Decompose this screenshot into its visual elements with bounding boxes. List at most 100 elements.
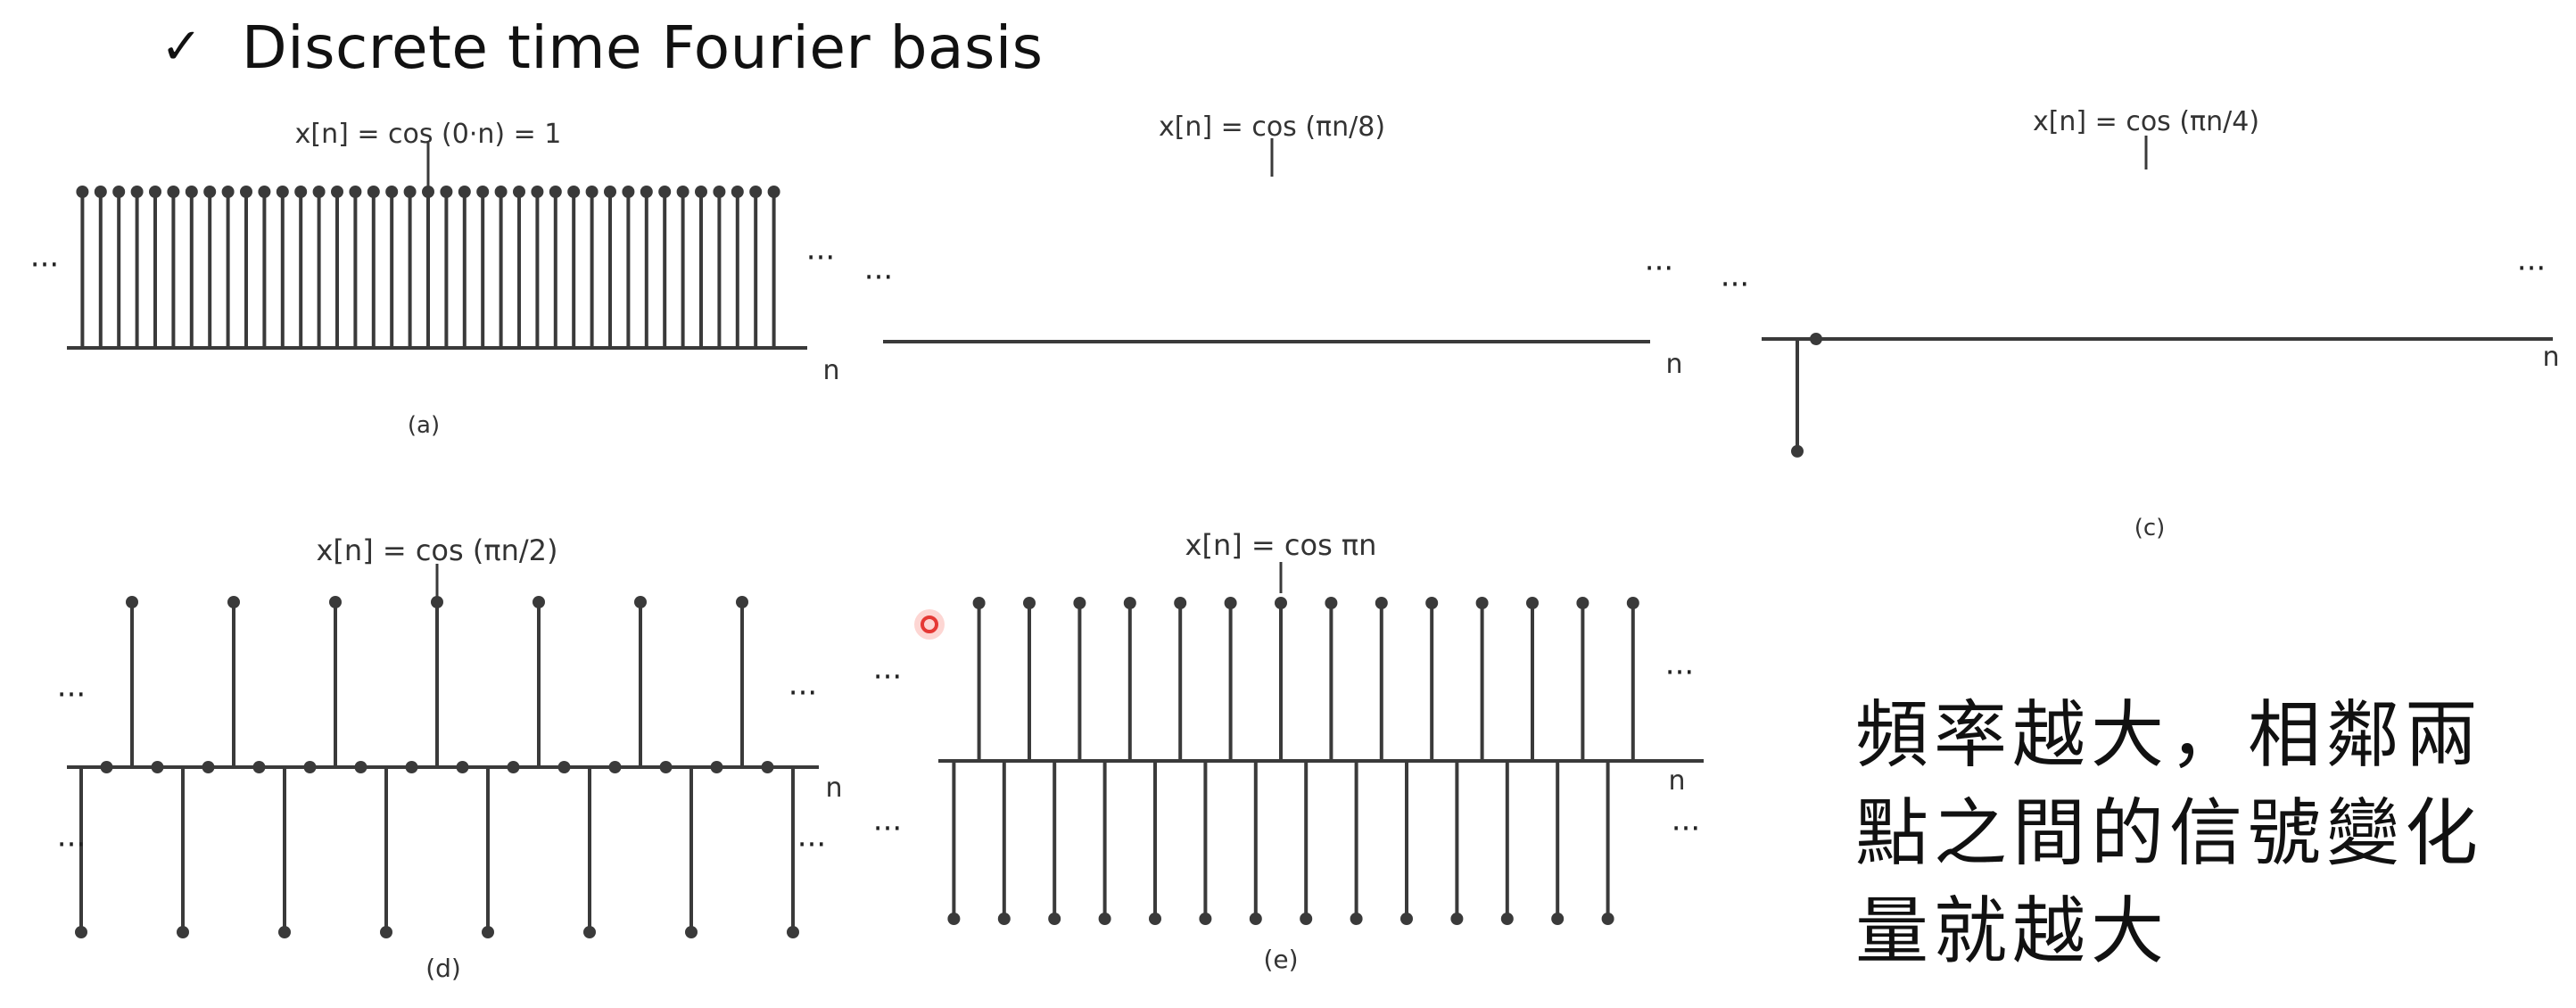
panel-c-label: (c) xyxy=(2134,515,2166,541)
panel-d-sample-point xyxy=(100,761,113,773)
panel-d-sample--10 xyxy=(177,767,189,938)
panel-e-sample-point xyxy=(1500,913,1514,925)
panel-d: x[n] = cos (πn/2) ··· ··· ··· ··· n (d) xyxy=(57,533,843,983)
panel-a-sample-point xyxy=(622,186,635,198)
panel-d-sample--11 xyxy=(151,761,164,773)
panel-d-sample-point xyxy=(278,926,291,938)
panel-e-sample-point xyxy=(1425,597,1439,609)
panel-d-sample-point xyxy=(202,761,215,773)
panel-a-right-ellipsis: ··· xyxy=(806,240,835,276)
panel-e-sample-point xyxy=(1149,913,1161,925)
panel-d-sample--2 xyxy=(380,767,392,938)
panel-e-sample-9 xyxy=(1500,761,1514,925)
panel-d-sample-point xyxy=(557,761,571,773)
panel-a-sample-point xyxy=(112,186,126,198)
panel-d-sample-5 xyxy=(557,761,571,773)
panel-e-sample-7 xyxy=(1450,761,1464,925)
panel-a-sample--19 xyxy=(76,186,89,348)
panel-e-sample-6 xyxy=(1425,597,1439,761)
panel-e-lower-right-ellipsis: ··· xyxy=(1672,811,1700,847)
panel-d-sample--1 xyxy=(405,761,418,773)
panel-a-sample-point xyxy=(258,186,271,198)
panel-a-sample-point xyxy=(422,186,434,198)
panel-a-sample-point xyxy=(221,186,235,198)
panel-d-sample-12 xyxy=(736,596,748,767)
panel-a-sample-point xyxy=(76,186,89,198)
panel-e-sample-3 xyxy=(1350,761,1363,925)
panel-a-sample--4 xyxy=(349,186,362,348)
panel-a-sample--1 xyxy=(403,186,417,348)
panel-d-sample--3 xyxy=(354,761,367,773)
panel-e-sample-11 xyxy=(1551,761,1565,925)
panel-a-sample--9 xyxy=(258,186,271,348)
panel-d-sample--13 xyxy=(100,761,113,773)
panel-a-sample-7 xyxy=(549,186,562,348)
panel-a-sample-point xyxy=(749,186,763,198)
panel-c-axis-label: n xyxy=(2542,342,2559,373)
panel-e-sample--6 xyxy=(1123,597,1136,761)
panel-e-sample-point xyxy=(1551,913,1565,925)
panel-e-axis-label: n xyxy=(1668,765,1685,797)
panel-d-upper-right-ellipsis: ··· xyxy=(788,675,817,711)
panel-a-sample-15 xyxy=(695,186,707,348)
panel-d-sample-point xyxy=(583,926,596,938)
panel-e-sample--4 xyxy=(1174,597,1187,761)
panel-a-sample-4 xyxy=(494,186,508,348)
panel-e-sample-point xyxy=(972,597,986,609)
panel-c-sample-point xyxy=(1791,444,1804,458)
panel-d-sample--14 xyxy=(75,767,87,938)
panel-a-sample-point xyxy=(676,186,689,198)
panel-d-sample-point xyxy=(685,926,698,938)
panel-e-sample--8 xyxy=(1073,597,1086,761)
panel-a-sample-point xyxy=(494,186,508,198)
panel-d-sample-point xyxy=(659,761,673,773)
panel-e-sample--10 xyxy=(1023,597,1036,761)
panel-e-sample-point xyxy=(1275,597,1287,609)
panel-a-sample-point xyxy=(385,186,399,198)
panel-e-sample-point xyxy=(1098,913,1111,925)
panel-d-axis-label: n xyxy=(825,773,842,804)
panel-e-sample--13 xyxy=(947,761,961,925)
panel-a-sample-point xyxy=(240,186,252,198)
panel-a-sample-point xyxy=(549,186,562,198)
frequency-note: 頻率越大，相鄰兩 點之間的信號變化 量就越大 xyxy=(1855,687,2498,981)
panel-e-sample-10 xyxy=(1526,597,1539,761)
panel-a-sample-point xyxy=(476,186,490,198)
panel-c-left-ellipsis: ··· xyxy=(1721,267,1749,302)
panel-a-sample--11 xyxy=(221,186,235,348)
panel-e-formula: x[n] = cos πn xyxy=(1185,528,1377,562)
panel-e-lower-left-ellipsis: ··· xyxy=(873,811,902,847)
panel-a-sample--7 xyxy=(294,186,308,348)
panel-d-sample-point xyxy=(354,761,367,773)
panel-a-sample-13 xyxy=(658,186,672,348)
panel-d-sample-point xyxy=(507,761,520,773)
panel-a-sample-point xyxy=(167,186,180,198)
panel-e-sample-point xyxy=(1400,913,1413,925)
panel-d-sample-point xyxy=(329,596,342,608)
panel-e-sample-point xyxy=(1325,597,1338,609)
panel-d-sample-point xyxy=(608,761,622,773)
panel-d-sample--6 xyxy=(278,767,291,938)
panel-e-sample-point xyxy=(1526,597,1539,609)
panel-e-sample--9 xyxy=(1048,761,1061,925)
panel-d-upper-left-ellipsis: ··· xyxy=(57,677,86,713)
panel-e-sample-point xyxy=(1576,597,1589,609)
panel-a-sample-point xyxy=(658,186,672,198)
panel-a-sample-17 xyxy=(731,186,744,348)
panel-d-sample-6 xyxy=(583,767,596,938)
panel-a-sample-9 xyxy=(585,186,599,348)
panel-e-sample-point xyxy=(947,913,961,925)
panel-e-sample-point xyxy=(1375,597,1388,609)
panel-d-sample-point xyxy=(126,596,138,608)
panel-a-sample-0 xyxy=(422,186,434,348)
panel-e-sample-point xyxy=(1450,913,1464,925)
panel-e-sample-point xyxy=(1048,913,1061,925)
panel-e-sample-13 xyxy=(1601,761,1614,925)
panel-e-upper-left-ellipsis: ··· xyxy=(873,659,902,695)
panel-e-sample-14 xyxy=(1626,597,1639,761)
panel-e-sample--12 xyxy=(972,597,986,761)
panel-a-sample--17 xyxy=(112,186,126,348)
panel-e-sample-point xyxy=(1023,597,1036,609)
panel-d-sample-10 xyxy=(685,767,698,938)
panel-e-sample-point xyxy=(1475,597,1489,609)
